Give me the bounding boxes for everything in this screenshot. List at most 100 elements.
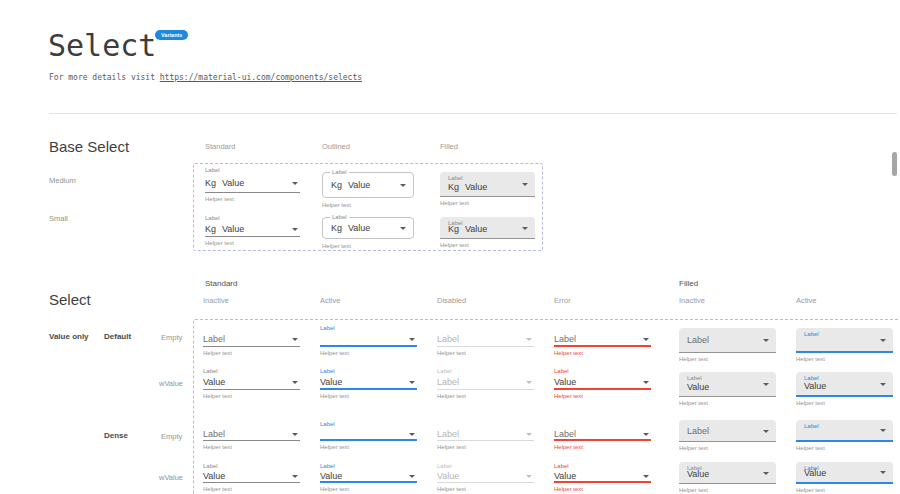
floating-label: Label bbox=[554, 462, 651, 470]
base-select-standard-medium[interactable]: Label KgValue Helper text bbox=[205, 166, 300, 202]
dropdown-caret-icon[interactable] bbox=[522, 183, 528, 186]
helper-text: Helper text bbox=[437, 350, 534, 356]
floating-label: Label bbox=[320, 462, 417, 470]
select-standard-disabled-wvalue: Label Label Helper text bbox=[437, 367, 534, 399]
select-standard-disabled-empty: Label Helper text bbox=[437, 324, 534, 356]
dropdown-caret-icon[interactable] bbox=[292, 228, 298, 231]
dropdown-caret-icon[interactable] bbox=[522, 227, 528, 230]
adornment: Kg bbox=[331, 223, 342, 233]
dropdown-caret-icon[interactable] bbox=[880, 471, 886, 474]
select-value: Value bbox=[222, 178, 244, 188]
select-value: Value bbox=[465, 182, 487, 192]
select-filled-inactive-wvalue-dense[interactable]: LabelValue Helper text bbox=[679, 462, 776, 493]
select-filled-inactive-empty-dense[interactable]: Label Helper text bbox=[679, 420, 776, 451]
dropdown-caret-icon bbox=[526, 475, 532, 478]
helper-text: Helper text bbox=[437, 393, 534, 399]
dropdown-caret-icon[interactable] bbox=[292, 338, 298, 341]
select-filled-inactive-wvalue[interactable]: LabelValue Helper text bbox=[679, 372, 776, 406]
select-placeholder: Label bbox=[554, 334, 576, 344]
select-placeholder: Label bbox=[203, 429, 225, 439]
dropdown-caret-icon[interactable] bbox=[763, 339, 769, 342]
column-header-filled-inactive: Inactive bbox=[679, 296, 705, 305]
select-value: Value bbox=[348, 180, 370, 190]
select-filled-active-empty[interactable]: Label Helper text bbox=[796, 328, 893, 362]
select-standard-active-empty[interactable]: Label Helper text bbox=[320, 324, 417, 356]
adornment: Kg bbox=[331, 180, 342, 190]
density-header-default: Default bbox=[104, 332, 131, 341]
floating-label: Label bbox=[554, 367, 651, 375]
floating-label-spacer bbox=[437, 420, 534, 428]
base-select-standard-small[interactable]: Label KgValue Helper text bbox=[205, 214, 300, 246]
select-filled-active-empty-dense[interactable]: Label Helper text bbox=[796, 420, 893, 451]
base-select-outlined-small[interactable]: Label KgValue Helper text bbox=[322, 217, 414, 249]
select-filled-active-wvalue[interactable]: LabelValue Helper text bbox=[796, 372, 893, 406]
scrollbar-thumb[interactable] bbox=[892, 152, 897, 176]
helper-text: Helper text bbox=[440, 242, 535, 248]
select-standard-active-empty-dense[interactable]: Label Helper text bbox=[320, 420, 417, 450]
select-standard-inactive-wvalue[interactable]: Label Value Helper text bbox=[203, 367, 300, 399]
column-header-disabled: Disabled bbox=[437, 296, 466, 305]
select-value: Value bbox=[804, 468, 826, 478]
select-standard-inactive-wvalue-dense[interactable]: Label Value Helper text bbox=[203, 462, 300, 492]
dropdown-caret-icon[interactable] bbox=[409, 433, 415, 436]
select-value: Value bbox=[804, 381, 826, 391]
dropdown-caret-icon[interactable] bbox=[880, 383, 886, 386]
base-select-outlined-medium[interactable]: Label KgValue Helper text bbox=[322, 172, 414, 208]
base-select-heading: Base Select bbox=[49, 138, 129, 155]
floating-label: Label bbox=[330, 169, 349, 176]
base-select-filled-medium[interactable]: Label KgValue Helper text bbox=[440, 172, 535, 206]
dropdown-caret-icon[interactable] bbox=[643, 338, 649, 341]
dropdown-caret-icon[interactable] bbox=[880, 429, 886, 432]
dropdown-caret-icon[interactable] bbox=[292, 475, 298, 478]
dropdown-caret-icon[interactable] bbox=[763, 383, 769, 386]
floating-label: Label bbox=[205, 214, 300, 222]
material-ui-link[interactable]: https://material-ui.com/components/selec… bbox=[160, 73, 362, 82]
dropdown-caret-icon[interactable] bbox=[643, 433, 649, 436]
floating-label: Label bbox=[330, 214, 349, 221]
dropdown-caret-icon[interactable] bbox=[763, 472, 769, 475]
dropdown-caret-icon[interactable] bbox=[292, 433, 298, 436]
helper-text: Helper text bbox=[679, 356, 776, 362]
select-standard-inactive-empty-dense[interactable]: Label Helper text bbox=[203, 420, 300, 450]
select-standard-disabled-wvalue-dense: Label Value Helper text bbox=[437, 462, 534, 492]
select-standard-error-empty-dense[interactable]: Label Helper text bbox=[554, 420, 651, 450]
floating-label-spacer bbox=[554, 324, 651, 332]
dropdown-caret-icon[interactable] bbox=[643, 381, 649, 384]
base-select-filled-small[interactable]: Label KgValue Helper text bbox=[440, 217, 535, 248]
dropdown-caret-icon[interactable] bbox=[409, 338, 415, 341]
select-standard-active-wvalue-dense[interactable]: Label Value Helper text bbox=[320, 462, 417, 492]
helper-text: Helper text bbox=[796, 487, 893, 493]
dropdown-caret-icon[interactable] bbox=[763, 430, 769, 433]
dropdown-caret-icon[interactable] bbox=[880, 339, 886, 342]
column-header-inactive: Inactive bbox=[203, 296, 229, 305]
select-value: Value bbox=[687, 382, 709, 392]
page: Select Variants For more details visit h… bbox=[0, 0, 900, 494]
select-filled-inactive-empty[interactable]: Label Helper text bbox=[679, 328, 776, 362]
select-standard-error-wvalue-dense[interactable]: Label Value Helper text bbox=[554, 462, 651, 492]
select-standard-inactive-empty[interactable]: Label Helper text bbox=[203, 324, 300, 356]
dropdown-caret-icon[interactable] bbox=[409, 381, 415, 384]
dropdown-caret-icon[interactable] bbox=[409, 475, 415, 478]
select-placeholder: Label bbox=[687, 426, 709, 436]
helper-text: Helper text bbox=[203, 393, 300, 399]
helper-text: Helper text bbox=[679, 487, 776, 493]
select-standard-active-wvalue[interactable]: Label Value Helper text bbox=[320, 367, 417, 399]
select-standard-error-wvalue[interactable]: Label Value Helper text bbox=[554, 367, 651, 399]
dropdown-caret-icon[interactable] bbox=[292, 381, 298, 384]
dropdown-caret-icon[interactable] bbox=[400, 227, 406, 230]
adornment: Kg bbox=[205, 224, 216, 234]
density-header-dense: Dense bbox=[104, 431, 128, 440]
select-standard-error-empty[interactable]: Label Helper text bbox=[554, 324, 651, 356]
row-header-empty-default: Empty bbox=[161, 333, 182, 342]
select-value: Value bbox=[554, 377, 576, 387]
section-divider bbox=[49, 113, 897, 114]
dropdown-caret-icon[interactable] bbox=[292, 182, 298, 185]
floating-label: Label bbox=[687, 375, 702, 381]
select-filled-active-wvalue-dense[interactable]: LabelValue Helper text bbox=[796, 462, 893, 493]
helper-text: Helper text bbox=[796, 356, 893, 362]
dropdown-caret-icon[interactable] bbox=[400, 184, 406, 187]
subtitle: For more details visit https://material-… bbox=[49, 73, 362, 82]
dropdown-caret-icon[interactable] bbox=[643, 475, 649, 478]
helper-text: Helper text bbox=[554, 486, 651, 492]
helper-text: Helper text bbox=[320, 486, 417, 492]
